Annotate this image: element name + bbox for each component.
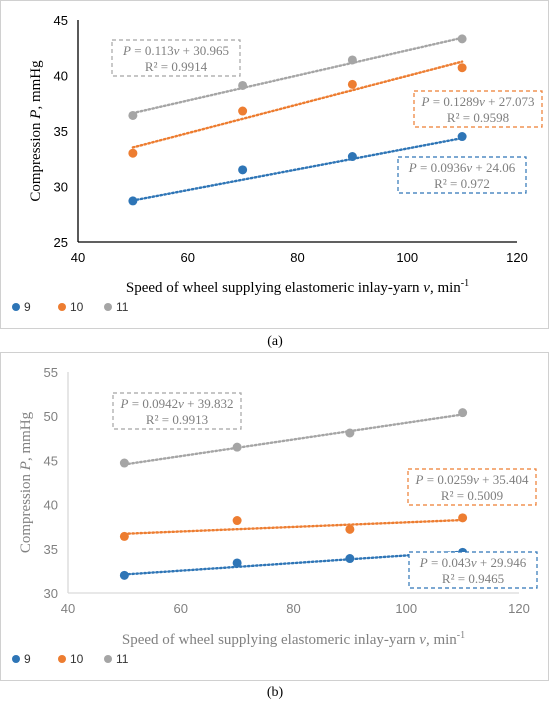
- y-tick-label: 25: [54, 235, 68, 250]
- y-tick-label: 35: [54, 124, 68, 139]
- trendline-series-11: [131, 36, 464, 115]
- x-tick-label: 80: [286, 601, 300, 616]
- data-point-series-9: [238, 165, 248, 175]
- y-tick-label: 30: [54, 180, 68, 195]
- legend-marker-series-10: [58, 303, 66, 311]
- data-point-series-11: [128, 110, 138, 120]
- y-tick-label: 45: [44, 453, 58, 468]
- r-squared-series-11: R² = 0.9913: [146, 412, 208, 427]
- chart-panel-a: 40 60 80 100 120 25 30 35 40 45 Speed of wheel sup…: [0, 0, 550, 330]
- legend-label-series-9: 9: [24, 652, 31, 666]
- data-point-series-10: [232, 516, 242, 526]
- data-point-series-9: [119, 570, 129, 580]
- data-point-series-10: [119, 531, 129, 541]
- y-tick-label: 35: [44, 542, 58, 557]
- trendline-series-10: [123, 518, 464, 535]
- legend-label-series-9: 9: [24, 300, 31, 314]
- trend-equation-series-9: P = 0.0936v + 24.06: [408, 160, 516, 175]
- y-axis-title: Compression P, mmHg: [28, 60, 44, 202]
- data-point-series-11: [119, 458, 129, 468]
- data-point-series-9: [345, 554, 355, 564]
- x-tick-label: 100: [396, 250, 418, 265]
- data-point-series-9: [232, 558, 242, 568]
- equation-box-series-10: [413, 90, 543, 128]
- data-point-series-9: [457, 132, 467, 142]
- chart-frame: [0, 0, 549, 329]
- data-point-series-10: [238, 106, 248, 116]
- legend-label-series-11: 11: [116, 300, 129, 314]
- y-axis-title: Compression P, mmHg: [18, 411, 34, 553]
- legend-marker-series-9: [12, 303, 20, 311]
- legend-marker-series-10: [58, 655, 66, 663]
- x-tick-label: 120: [508, 601, 530, 616]
- trendline-series-9: [123, 550, 464, 576]
- y-tick-label: 40: [54, 69, 68, 84]
- chart-frame: [0, 352, 549, 681]
- trendline-series-9: [131, 136, 464, 202]
- y-tick-label: 55: [44, 365, 58, 380]
- equation-box-series-9: [408, 551, 538, 589]
- equation-box-series-11: [111, 39, 241, 77]
- data-point-series-10: [347, 79, 357, 89]
- data-point-series-11: [457, 34, 467, 44]
- x-tick-label: 100: [395, 601, 417, 616]
- y-tick-label: 40: [44, 498, 58, 513]
- x-axis-title: Speed of wheel supplying elastomeric inl…: [126, 278, 469, 296]
- equation-box-series-11: [112, 392, 242, 430]
- data-point-series-10: [457, 63, 467, 73]
- chart-b-svg: 40 60 80 100 120 30 35 40 45 50 55 Speed of wheel s…: [12, 365, 538, 666]
- trend-equation-series-10: P = 0.1289v + 27.073: [421, 94, 535, 109]
- r-squared-series-10: R² = 0.5009: [441, 488, 503, 503]
- data-point-series-10: [345, 524, 355, 534]
- chart-panel-b: 40 60 80 100 120 30 35 40 45 50 55 Speed of wheel s…: [0, 352, 550, 682]
- trend-equation-series-10: P = 0.0259v + 35.404: [415, 472, 529, 487]
- x-axis-title: Speed of wheel supplying elastomeric inl…: [122, 630, 465, 648]
- x-tick-label: 60: [181, 250, 195, 265]
- r-squared-series-11: R² = 0.9914: [145, 59, 208, 74]
- data-point-series-11: [347, 55, 357, 65]
- equation-box-series-9: [397, 156, 527, 194]
- trend-equation-series-11: P = 0.113v + 30.965: [122, 43, 229, 58]
- equation-box-series-10: [407, 468, 537, 506]
- legend-marker-series-11: [104, 303, 112, 311]
- y-tick-label: 45: [54, 13, 68, 28]
- r-squared-series-9: R² = 0.972: [434, 176, 490, 191]
- r-squared-series-10: R² = 0.9598: [447, 110, 509, 125]
- data-point-series-11: [238, 80, 248, 90]
- data-point-series-11: [345, 428, 355, 438]
- trendline-series-11: [123, 413, 464, 466]
- chart-a-svg: 40 60 80 100 120 25 30 35 40 45 Speed of wheel sup…: [12, 13, 543, 314]
- data-point-series-9: [128, 196, 138, 206]
- trend-equation-series-11: P = 0.0942v + 39.832: [120, 396, 234, 411]
- r-squared-series-9: R² = 0.9465: [442, 571, 504, 586]
- trendline-series-10: [131, 60, 464, 149]
- panel-caption-b: (b): [266, 685, 284, 700]
- data-point-series-11: [458, 408, 468, 418]
- legend-label-series-10: 10: [70, 300, 84, 314]
- panel-caption-a: (a): [267, 334, 283, 349]
- x-tick-label: 40: [71, 250, 85, 265]
- x-tick-label: 120: [506, 250, 528, 265]
- data-point-series-11: [232, 442, 242, 452]
- data-point-series-10: [458, 513, 468, 523]
- x-tick-label: 80: [290, 250, 304, 265]
- y-tick-label: 30: [44, 586, 58, 601]
- legend-marker-series-11: [104, 655, 112, 663]
- data-point-series-10: [128, 148, 138, 158]
- legend-label-series-11: 11: [116, 652, 129, 666]
- legend-label-series-10: 10: [70, 652, 84, 666]
- x-tick-label: 40: [61, 601, 75, 616]
- data-point-series-9: [347, 152, 357, 162]
- x-tick-label: 60: [174, 601, 188, 616]
- trend-equation-series-9: P = 0.043v + 29.946: [419, 555, 527, 570]
- y-tick-label: 50: [44, 409, 58, 424]
- legend-marker-series-9: [12, 655, 20, 663]
